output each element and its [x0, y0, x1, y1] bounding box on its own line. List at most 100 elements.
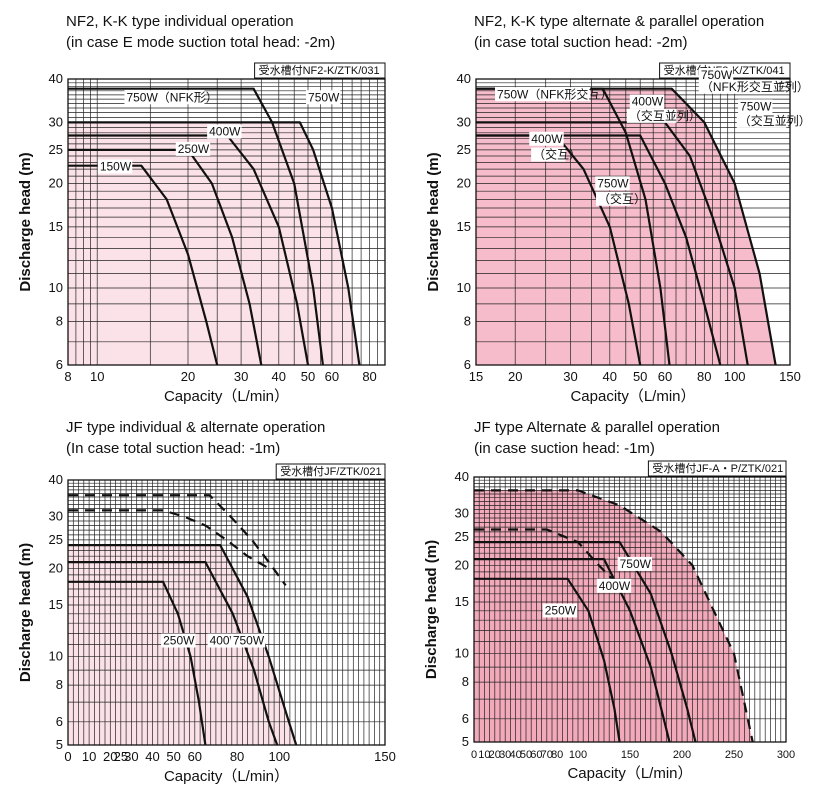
curve-label: 250W	[178, 142, 210, 156]
y-tick-label: 20	[457, 175, 471, 190]
x-tick-label: 300	[777, 749, 795, 761]
y-tick-label: 15	[455, 594, 469, 609]
y-tick-label: 30	[49, 509, 63, 524]
x-tick-label: 80	[362, 369, 376, 384]
plot-frame	[67, 78, 386, 366]
x-tick-label: 20	[103, 749, 117, 764]
chart-title: JF type individual & alternate operation	[66, 419, 325, 436]
curve-label-bg	[617, 556, 652, 571]
y-tick-label: 15	[49, 597, 63, 612]
x-axis-label: Capacity（L/min）	[570, 388, 695, 405]
x-tick-label: 10	[478, 749, 490, 761]
curve-label-bg	[124, 90, 205, 105]
curve-label: （交互）	[533, 147, 581, 162]
series-line-5	[68, 494, 287, 587]
x-tick-label: 40	[509, 749, 521, 761]
chart-panel-3: JF type individual & alternate operation…	[17, 419, 396, 785]
curve-label-bg	[230, 633, 266, 648]
y-tick-label: 40	[455, 469, 469, 484]
x-tick-label: 100	[569, 749, 587, 761]
y-axis-label: Discharge head (m)	[17, 152, 34, 291]
curve-label: 400W	[531, 132, 563, 146]
x-tick-label: 10	[82, 749, 96, 764]
x-tick-label: 80	[697, 369, 711, 384]
chart-panel-1: NF2, K-K type individual operation (in ca…	[17, 13, 386, 405]
x-tick-label: 50	[520, 749, 532, 761]
curve-label-bg	[698, 79, 779, 94]
y-axis-label: Discharge head (m)	[423, 540, 440, 679]
y-tick-label: 40	[49, 472, 63, 487]
curve-label-bg	[595, 176, 630, 191]
series-line-2	[474, 558, 671, 743]
y-tick-label: 8	[464, 314, 471, 329]
x-tick-label: 0	[64, 749, 71, 764]
chart-code: 受水槽付NF2-K/ZTK/031	[259, 64, 380, 77]
series-line-5	[476, 87, 777, 366]
x-tick-label: 0	[471, 749, 477, 761]
x-tick-label: 30	[499, 749, 511, 761]
curve-label: 750W	[620, 557, 652, 571]
chart-title: NF2, K-K type individual operation	[66, 13, 294, 30]
series-line-4	[68, 87, 324, 366]
x-tick-label: 150	[374, 749, 396, 764]
y-tick-label: 30	[455, 506, 469, 521]
y-tick-label: 30	[49, 114, 63, 129]
y-tick-label: 8	[56, 314, 63, 329]
curve-label-bg	[529, 131, 564, 146]
chart-subtitle: (in case E mode suction total head: -2m)	[66, 34, 335, 51]
y-tick-label: 15	[49, 219, 63, 234]
x-tick-label: 20	[181, 369, 195, 384]
x-tick-label: 50	[166, 749, 180, 764]
x-tick-label: 70	[541, 749, 553, 761]
curve-label-bg	[97, 159, 133, 174]
x-tick-label: 60	[530, 749, 542, 761]
x-tick-label: 100	[268, 749, 290, 764]
x-axis-label: Capacity（L/min）	[164, 388, 289, 405]
y-tick-label: 8	[56, 677, 63, 692]
x-tick-label: 250	[725, 749, 743, 761]
y-tick-label: 10	[49, 280, 63, 295]
plot-frame	[473, 476, 787, 743]
curve-label: 400W	[632, 95, 664, 109]
series-line-3	[68, 544, 298, 746]
chart-panel-2: NF2, K-K type alternate & parallel opera…	[425, 13, 811, 405]
curve-label: 750W（NFK形）	[126, 90, 217, 104]
curve-label-bg	[596, 578, 632, 593]
chart-code: 受水槽付JF/ZTK/021	[280, 465, 381, 478]
x-tick-label: 20	[508, 369, 522, 384]
x-tick-label: 30	[563, 369, 577, 384]
curve-label: 750W	[740, 99, 772, 113]
operating-range-fill	[68, 122, 360, 366]
x-tick-label: 20	[489, 749, 501, 761]
x-tick-label: 30	[234, 369, 248, 384]
x-tick-label: 15	[469, 369, 483, 384]
series-line-5	[68, 121, 361, 366]
x-tick-label: 30	[124, 749, 138, 764]
curve-label: 750W	[597, 176, 629, 190]
curve-label: （交互並列）	[739, 113, 811, 128]
series-line-4	[474, 489, 754, 743]
curve-label-bg	[736, 113, 787, 128]
y-tick-label: 40	[457, 71, 471, 86]
x-tick-label: 40	[145, 749, 159, 764]
y-tick-label: 10	[455, 646, 469, 661]
x-tick-label: 25	[114, 749, 128, 764]
y-tick-label: 25	[457, 142, 471, 157]
curve-label-bg	[495, 87, 591, 102]
curve-label: 250W	[163, 634, 195, 648]
curve-label: 750W	[233, 634, 265, 648]
x-tick-label: 100	[724, 369, 746, 384]
curve-label-bg	[698, 68, 734, 82]
chart-code-box	[275, 463, 386, 480]
y-tick-label: 10	[49, 649, 63, 664]
curve-label-bg	[626, 108, 677, 123]
y-tick-label: 6	[462, 711, 469, 726]
y-tick-label: 25	[455, 529, 469, 544]
curve-label-bg	[161, 633, 196, 648]
y-axis-label: Discharge head (m)	[17, 543, 34, 682]
y-tick-label: 6	[56, 714, 63, 729]
curve-label: 750W	[701, 68, 733, 82]
y-tick-label: 25	[49, 532, 63, 547]
chart-subtitle: (in case total suction head: -2m)	[474, 34, 687, 51]
series-line-3	[476, 134, 722, 366]
